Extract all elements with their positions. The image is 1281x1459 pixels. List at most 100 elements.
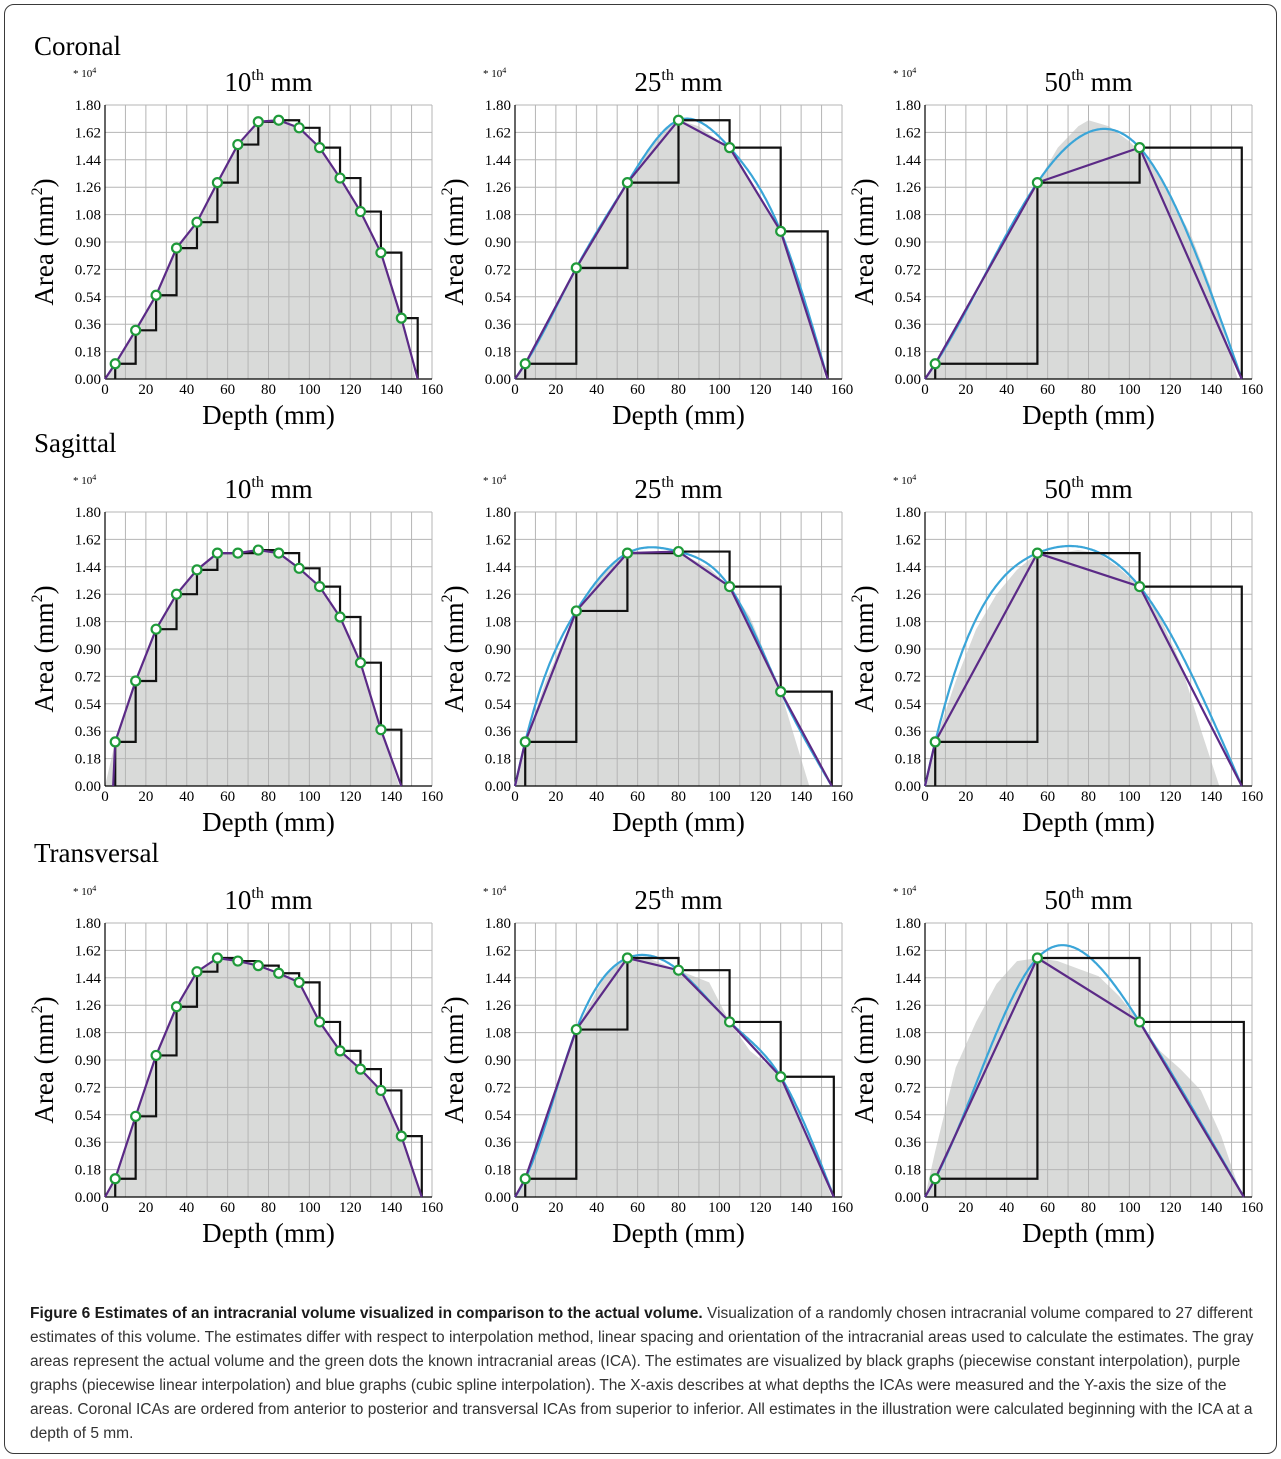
axis-multiplier: * 104 <box>73 66 96 80</box>
x-tick-label: 20 <box>548 789 563 805</box>
axis-multiplier: * 104 <box>483 66 506 80</box>
y-tick-label: 1.62 <box>895 943 921 959</box>
axis-multiplier: * 104 <box>893 66 916 80</box>
y-tick-label: 0.72 <box>485 669 511 685</box>
y-tick-label: 1.80 <box>485 98 511 114</box>
panel-title-unit: mm <box>1084 885 1133 915</box>
x-tick-label: 60 <box>1040 382 1055 398</box>
y-tick-label: 0.54 <box>485 1108 512 1124</box>
y-tick-label: 1.08 <box>895 1026 921 1042</box>
y-tick-label: 0.18 <box>895 345 921 361</box>
known-ica-point <box>293 562 305 574</box>
y-tick-label: 1.62 <box>895 125 921 141</box>
y-tick-label: 0.00 <box>485 1190 511 1206</box>
panel-title-unit: mm <box>1084 67 1133 97</box>
y-tick-label: 1.26 <box>75 998 102 1014</box>
known-ica-point <box>929 1173 941 1185</box>
panel-title: 10th mm <box>224 474 312 504</box>
x-tick-label: 100 <box>298 382 321 398</box>
x-tick-label: 0 <box>101 382 109 398</box>
y-axis-label-superscript: 2 <box>29 187 46 195</box>
y-axis-label: Area (mm2) <box>29 585 59 712</box>
x-tick-label: 0 <box>511 382 519 398</box>
series-piecewise-constant <box>934 552 1243 786</box>
panel-title-suffix: th <box>1071 885 1083 902</box>
y-tick-label: 0.00 <box>485 779 511 795</box>
x-tick-label: 20 <box>958 789 973 805</box>
known-ica-point <box>775 686 787 698</box>
known-ica-point <box>723 142 736 154</box>
y-axis-label-text: Area (mm <box>439 602 469 712</box>
x-axis-label: Depth (mm) <box>612 400 745 430</box>
y-tick-label: 0.54 <box>895 1108 922 1124</box>
x-tick-label: 160 <box>1241 1200 1264 1216</box>
panel-title-spacing: 50 <box>1044 67 1071 97</box>
x-tick-label: 40 <box>999 1200 1014 1216</box>
panel-transversal-50mm: 0 20 40 60 80 100 120 140 160 0.00 0.18 0.36 0.54 0.7… <box>849 884 1263 1248</box>
known-ica-point <box>570 1023 582 1036</box>
y-tick-label: 0.54 <box>75 1108 102 1124</box>
known-ica-point <box>672 964 685 976</box>
y-tick-label: 0.00 <box>75 779 101 795</box>
panel-coronal-25mm: 0 20 40 60 80 100 120 140 160 0.00 0.18 0.36 0.54 0.7… <box>439 66 853 430</box>
y-tick-label: 1.08 <box>75 1026 101 1042</box>
x-tick-label: 100 <box>1118 382 1141 398</box>
panel-title-spacing: 10 <box>224 474 251 504</box>
known-ica-point <box>723 1016 736 1028</box>
y-axis-label: Area (mm2) <box>849 178 879 305</box>
axis-multiplier-exponent: 4 <box>92 66 96 75</box>
y-tick-label: 0.36 <box>485 1135 512 1151</box>
y-tick-label: 1.80 <box>75 505 101 521</box>
known-ica-point <box>929 358 941 370</box>
y-tick-label: 0.18 <box>895 752 921 768</box>
known-ica-point <box>273 967 285 979</box>
x-tick-label: 80 <box>671 382 686 398</box>
x-tick-label: 60 <box>220 1200 235 1216</box>
y-tick-label: 0.36 <box>485 317 512 333</box>
series-piecewise-constant <box>934 956 1245 1197</box>
x-tick-label: 20 <box>138 382 153 398</box>
x-tick-label: 60 <box>220 789 235 805</box>
panel-title-spacing: 25 <box>634 885 661 915</box>
y-tick-label: 0.00 <box>75 372 101 388</box>
y-axis-label-close: ) <box>29 585 59 594</box>
known-ica-point <box>293 976 305 988</box>
panel-title-spacing: 10 <box>224 885 251 915</box>
y-tick-label: 0.54 <box>75 697 102 713</box>
known-ica-point <box>150 289 162 301</box>
x-tick-label: 100 <box>708 382 731 398</box>
figure-caption: Figure 6 Estimates of an intracranial vo… <box>30 1302 1265 1446</box>
x-tick-label: 80 <box>1081 789 1096 805</box>
x-tick-label: 140 <box>1200 789 1223 805</box>
y-tick-label: 1.44 <box>75 971 102 987</box>
x-tick-label: 80 <box>1081 382 1096 398</box>
x-axis-label: Depth (mm) <box>612 807 745 837</box>
known-ica-point <box>395 1130 407 1142</box>
known-ica-point <box>130 324 142 336</box>
x-tick-label: 160 <box>421 1200 444 1216</box>
y-axis-label-superscript: 2 <box>439 187 456 195</box>
y-tick-label: 1.44 <box>895 971 922 987</box>
y-tick-label: 0.36 <box>75 724 102 740</box>
x-tick-label: 100 <box>1118 1200 1141 1216</box>
x-tick-label: 120 <box>339 789 362 805</box>
y-tick-label: 1.44 <box>895 153 922 169</box>
y-tick-label: 0.72 <box>75 669 101 685</box>
known-ica-point <box>150 1049 162 1062</box>
known-ica-point <box>375 724 387 736</box>
y-tick-label: 1.08 <box>895 208 921 224</box>
known-ica-point <box>232 955 244 967</box>
known-ica-point <box>252 544 264 556</box>
known-ica-point <box>170 1001 183 1013</box>
known-ica-point <box>1031 952 1044 964</box>
x-axis-label: Depth (mm) <box>1022 400 1155 430</box>
y-tick-label: 1.44 <box>485 560 512 576</box>
y-axis-label: Area (mm2) <box>439 585 469 712</box>
y-tick-label: 1.26 <box>485 998 512 1014</box>
x-tick-label: 120 <box>749 382 772 398</box>
y-axis-label-close: ) <box>29 178 59 187</box>
y-tick-label: 0.36 <box>895 1135 922 1151</box>
y-tick-label: 0.90 <box>75 1053 101 1069</box>
x-tick-label: 80 <box>1081 1200 1096 1216</box>
figure-frame <box>4 4 1277 1454</box>
